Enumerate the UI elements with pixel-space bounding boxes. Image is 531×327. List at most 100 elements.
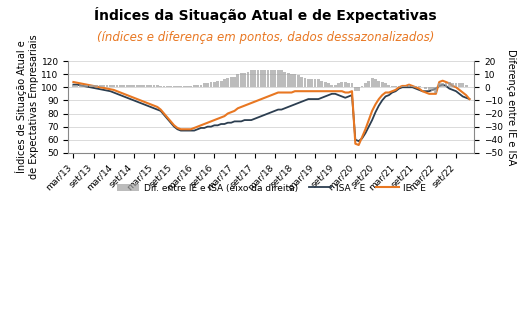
Bar [200,85,202,87]
Bar [361,86,364,87]
Bar [367,81,370,87]
Bar [96,85,98,87]
Bar [102,85,105,87]
Bar [280,70,283,87]
Bar [461,83,464,87]
Bar [206,83,209,87]
Bar [438,83,441,87]
Bar [381,82,383,87]
Bar [99,85,101,87]
Bar [92,85,95,87]
Bar [384,83,387,87]
Bar [196,85,199,87]
Bar [297,76,299,87]
Bar [307,79,310,87]
Bar [179,86,182,87]
Bar [431,87,434,91]
Text: Índices da Situação Atual e de Expectativas: Índices da Situação Atual e de Expectati… [94,7,437,23]
Bar [256,70,260,87]
Bar [142,85,145,87]
Bar [448,82,451,87]
Bar [159,86,162,87]
Bar [75,85,78,87]
Bar [337,83,340,87]
Bar [267,70,270,87]
Bar [236,74,239,87]
Bar [203,83,205,87]
Bar [230,77,233,87]
Bar [149,85,152,87]
Bar [169,86,172,87]
Bar [240,73,243,87]
Bar [253,70,256,87]
Legend: Dif. entre IE e ISA (eixo da direita), ISA - E, IE - E: Dif. entre IE e ISA (eixo da direita), I… [113,180,430,196]
Bar [434,87,438,93]
Bar [340,82,344,87]
Bar [112,85,115,87]
Bar [411,86,414,87]
Bar [210,82,212,87]
Bar [394,86,397,87]
Bar [162,86,166,87]
Bar [277,70,279,87]
Bar [310,79,313,87]
Bar [428,87,431,90]
Bar [424,87,427,89]
Bar [129,85,132,87]
Bar [139,85,142,87]
Bar [216,81,219,87]
Bar [304,78,306,87]
Bar [458,83,461,87]
Bar [190,86,192,87]
Bar [119,85,122,87]
Bar [79,85,82,87]
Bar [220,81,222,87]
Bar [109,85,112,87]
Bar [314,79,316,87]
Bar [287,73,289,87]
Bar [330,85,333,87]
Y-axis label: Diferença entre IE e ISA: Diferença entre IE e ISA [506,49,516,165]
Bar [152,85,156,87]
Bar [324,82,327,87]
Bar [106,85,108,87]
Bar [290,74,293,87]
Bar [233,77,236,87]
Bar [72,85,75,87]
Bar [173,86,176,87]
Bar [357,87,360,91]
Bar [270,70,273,87]
Bar [327,83,330,87]
Bar [401,86,404,87]
Bar [455,83,458,87]
Bar [82,85,85,87]
Bar [371,78,373,87]
Bar [186,86,189,87]
Bar [465,85,467,87]
Bar [300,77,303,87]
Y-axis label: Índices de Situação Atual e
de Expectativas Empresariais: Índices de Situação Atual e de Expectati… [15,35,39,179]
Bar [246,72,250,87]
Bar [132,85,135,87]
Bar [294,74,296,87]
Bar [89,85,91,87]
Bar [263,70,266,87]
Bar [378,81,380,87]
Bar [226,78,229,87]
Bar [260,70,263,87]
Bar [404,86,407,87]
Bar [334,85,337,87]
Bar [374,79,377,87]
Bar [398,86,400,87]
Bar [354,87,357,91]
Bar [317,79,320,87]
Bar [344,82,347,87]
Bar [444,83,448,87]
Bar [176,86,179,87]
Bar [364,83,367,87]
Bar [146,85,149,87]
Bar [136,85,139,87]
Bar [166,86,169,87]
Bar [223,79,226,87]
Bar [116,85,118,87]
